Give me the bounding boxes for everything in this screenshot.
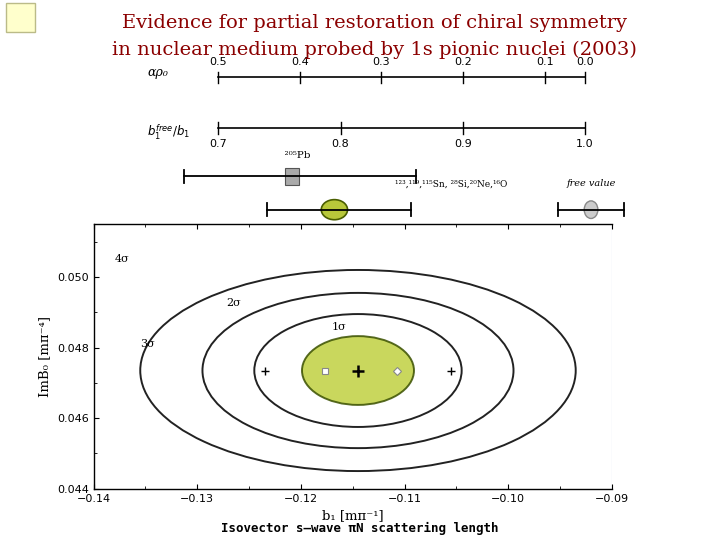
Text: 1σ: 1σ bbox=[332, 322, 347, 332]
Text: Evidence for partial restoration of chiral symmetry: Evidence for partial restoration of chir… bbox=[122, 14, 627, 31]
Text: 3σ: 3σ bbox=[140, 339, 155, 349]
Text: 0.2: 0.2 bbox=[454, 57, 472, 66]
Text: 0.0: 0.0 bbox=[576, 57, 594, 66]
Text: $b_1^{\it free}/b_1$: $b_1^{\it free}/b_1$ bbox=[147, 123, 190, 143]
Text: 0.8: 0.8 bbox=[332, 139, 349, 148]
Text: in nuclear medium probed by 1s pionic nuclei (2003): in nuclear medium probed by 1s pionic nu… bbox=[112, 40, 636, 59]
Text: ²⁰⁵Pb: ²⁰⁵Pb bbox=[278, 151, 310, 160]
Text: 1.0: 1.0 bbox=[576, 139, 594, 148]
Text: αρ₀: αρ₀ bbox=[147, 66, 168, 79]
Text: 0.4: 0.4 bbox=[292, 57, 309, 66]
Text: 4σ: 4σ bbox=[114, 254, 129, 264]
Ellipse shape bbox=[321, 200, 348, 220]
Text: free value: free value bbox=[567, 179, 616, 188]
Ellipse shape bbox=[302, 336, 414, 405]
Text: ¹²³,¹¹⁹,¹¹⁵Sn, ²⁸Si,²⁰Ne,¹⁶O: ¹²³,¹¹⁹,¹¹⁵Sn, ²⁸Si,²⁰Ne,¹⁶O bbox=[395, 180, 507, 189]
Text: 0.9: 0.9 bbox=[454, 139, 472, 148]
Text: 0.3: 0.3 bbox=[372, 57, 390, 66]
Text: Isovector s–wave πN scattering length: Isovector s–wave πN scattering length bbox=[221, 522, 499, 535]
X-axis label: b₁ [mπ⁻¹]: b₁ [mπ⁻¹] bbox=[322, 509, 384, 522]
Text: 0.7: 0.7 bbox=[210, 139, 228, 148]
Y-axis label: ImB₀ [mπ⁻⁴]: ImB₀ [mπ⁻⁴] bbox=[38, 316, 51, 397]
Text: 2σ: 2σ bbox=[226, 298, 241, 308]
Bar bbox=[284, 168, 299, 185]
Ellipse shape bbox=[584, 201, 598, 219]
Text: 0.5: 0.5 bbox=[210, 57, 227, 66]
Text: 0.1: 0.1 bbox=[536, 57, 554, 66]
